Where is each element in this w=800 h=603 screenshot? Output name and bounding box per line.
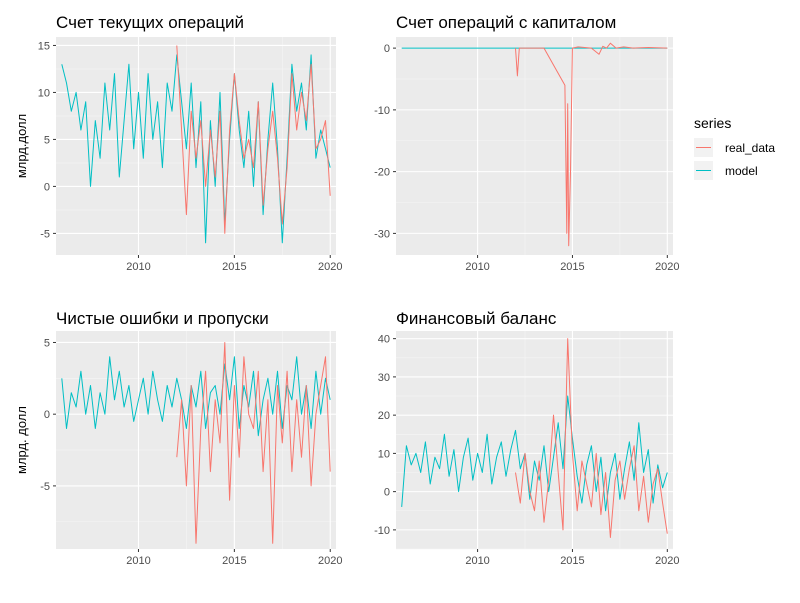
x-tick-label: 2020 — [318, 261, 342, 273]
y-tick-label: 0 — [44, 409, 50, 421]
y-tick-label: 20 — [378, 410, 390, 422]
x-tick-label: 2010 — [465, 555, 489, 567]
panel-title: Счет операций с капиталом — [396, 13, 616, 32]
y-tick-label: 0 — [384, 43, 390, 55]
y-tick-label: -10 — [374, 105, 390, 117]
series-line-real-data — [515, 42, 668, 247]
series-line-real-data — [176, 45, 331, 234]
y-tick-label: -5 — [40, 228, 50, 240]
y-axis-label: млрд.долл — [14, 114, 29, 178]
legend-label-real-data: real_data — [725, 141, 775, 155]
plot-background — [56, 37, 336, 255]
legend-item-real-data: real_data — [694, 138, 775, 157]
legend-title: series — [694, 115, 731, 131]
y-tick-label: 5 — [44, 337, 50, 349]
x-tick-label: 2020 — [655, 555, 679, 567]
y-tick-label: 10 — [378, 448, 390, 460]
y-tick-label: -30 — [374, 228, 390, 240]
y-tick-label: 15 — [38, 40, 50, 52]
y-tick-label: -20 — [374, 167, 390, 179]
x-tick-label: 2015 — [560, 555, 584, 567]
chart-panel: 2010 2015 2020 -30 -20 -10 0 Счет операций с ка… — [374, 13, 679, 273]
y-axis-label: млрд. долл — [14, 406, 29, 474]
x-tick-label: 2015 — [222, 555, 246, 567]
y-tick-label: 0 — [44, 181, 50, 193]
y-tick-label: -5 — [40, 481, 50, 493]
chart-panel: 2010 2015 2020 -10 0 10 20 30 40 Финансовый балан… — [374, 309, 679, 567]
panel-title: Счет текущих операций — [56, 13, 244, 32]
chart-panel: 2010 2015 2020 -5 0 5 Чистые ошибки и пропуски… — [14, 309, 342, 567]
y-tick-label: 10 — [38, 87, 50, 99]
plot-background — [396, 331, 673, 549]
legend-item-model: model — [694, 161, 758, 180]
series-line-real-data — [515, 338, 668, 538]
x-tick-label: 2015 — [560, 261, 584, 273]
chart-panel: 2010 2015 2020 -5 0 5 10 15 Счет текущих операци… — [14, 13, 342, 273]
x-tick-label: 2010 — [126, 261, 150, 273]
x-tick-label: 2020 — [655, 261, 679, 273]
x-tick-label: 2010 — [465, 261, 489, 273]
y-tick-label: -10 — [374, 525, 390, 537]
legend: series real_data model — [694, 115, 775, 180]
x-tick-label: 2015 — [222, 261, 246, 273]
panel-title: Чистые ошибки и пропуски — [56, 309, 269, 328]
y-tick-label: 5 — [44, 134, 50, 146]
y-tick-label: 40 — [378, 334, 390, 346]
x-tick-label: 2020 — [318, 555, 342, 567]
legend-label-model: model — [725, 164, 758, 178]
y-tick-label: 30 — [378, 372, 390, 384]
series-line-model — [401, 395, 668, 512]
series-line-real-data — [176, 342, 331, 544]
x-tick-label: 2010 — [126, 555, 150, 567]
panel-title: Финансовый баланс — [396, 309, 557, 328]
plot-background — [56, 331, 336, 549]
plot-background — [396, 37, 673, 255]
y-tick-label: 0 — [384, 487, 390, 499]
